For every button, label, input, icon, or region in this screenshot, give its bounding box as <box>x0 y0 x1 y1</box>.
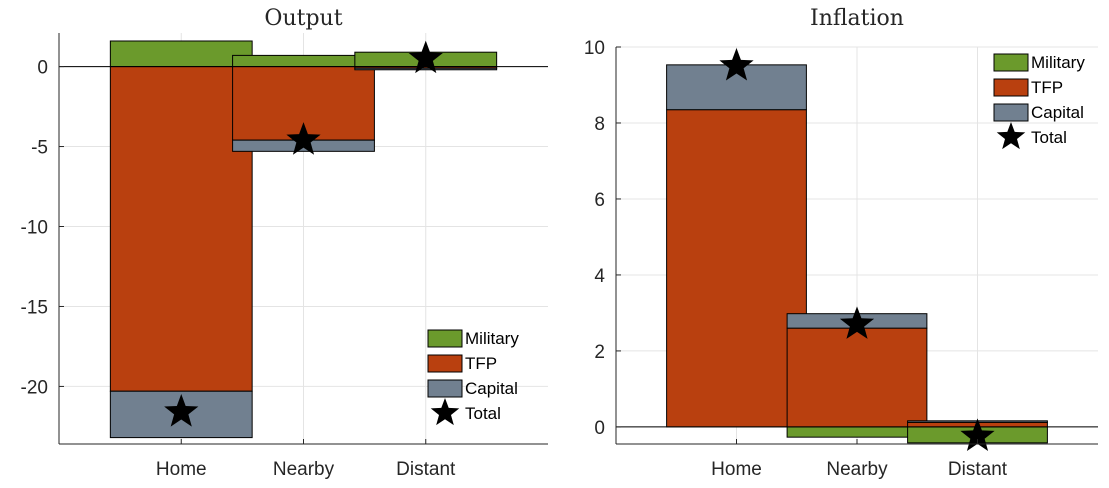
legend-swatch-tfp <box>427 354 463 373</box>
bar-military-nearby <box>786 426 928 438</box>
x-tick-label: Nearby <box>826 459 888 480</box>
total-star-distant <box>408 40 443 74</box>
legend-swatch-military <box>427 329 463 348</box>
total-star-distant <box>960 418 995 451</box>
chart-panel-inflation: 0 2 4 6 8 10 Home Nearby Distant Inflation Militar… <box>584 6 1098 480</box>
total-star-home <box>164 394 199 427</box>
legend-swatch-capital <box>427 379 463 398</box>
legend-swatch-total <box>996 122 1026 150</box>
bar-tfp-home <box>109 66 253 392</box>
legend-label-military: Military <box>1031 53 1085 72</box>
y-tick-label: -10 <box>21 218 48 239</box>
bar-tfp-home <box>666 109 807 428</box>
y-tick-label: -20 <box>21 377 48 398</box>
y-tick-label: 0 <box>37 58 48 79</box>
y-tick-label: 6 <box>594 190 605 211</box>
x-tick-label: Home <box>156 459 207 480</box>
y-tick-label: 2 <box>594 342 605 363</box>
total-star-nearby <box>839 306 875 339</box>
x-tick-label: Distant <box>948 459 1008 480</box>
x-tick-label: Home <box>711 459 762 480</box>
total-star-home <box>719 48 754 81</box>
legend-label-total: Total <box>1031 128 1067 147</box>
chart-title: Output <box>264 6 342 31</box>
x-tick-label: Distant <box>396 459 456 480</box>
legend-label-military: Military <box>465 329 519 348</box>
legend-swatch-total <box>430 398 460 426</box>
bar-military-home <box>109 40 253 68</box>
legend-swatch-tfp <box>993 78 1029 97</box>
bar-tfp-nearby <box>786 327 928 428</box>
y-tick-label: 8 <box>594 114 605 135</box>
legend-label-tfp: TFP <box>1031 78 1063 97</box>
legend-label-tfp: TFP <box>465 354 497 373</box>
y-tick-label: 4 <box>594 266 605 287</box>
bar-military-nearby <box>232 54 375 68</box>
legend-swatch-capital <box>993 103 1029 122</box>
y-tick-label: 10 <box>584 38 605 59</box>
bar-capital-distant <box>354 67 498 71</box>
y-tick-label: -15 <box>21 297 48 318</box>
legend-label-capital: Capital <box>1031 103 1084 122</box>
legend-label-total: Total <box>465 404 501 423</box>
x-tick-label: Nearby <box>273 459 335 480</box>
total-star-nearby <box>286 122 321 155</box>
y-tick-label: 0 <box>594 418 605 439</box>
legend-swatch-military <box>993 53 1029 72</box>
chart-title: Inflation <box>810 6 904 31</box>
chart-panel-output: 0 -5 -10 -15 -20 Home Nearby Distant Output Milit… <box>21 6 548 480</box>
legend-label-capital: Capital <box>465 379 518 398</box>
y-tick-label: -5 <box>31 138 48 159</box>
